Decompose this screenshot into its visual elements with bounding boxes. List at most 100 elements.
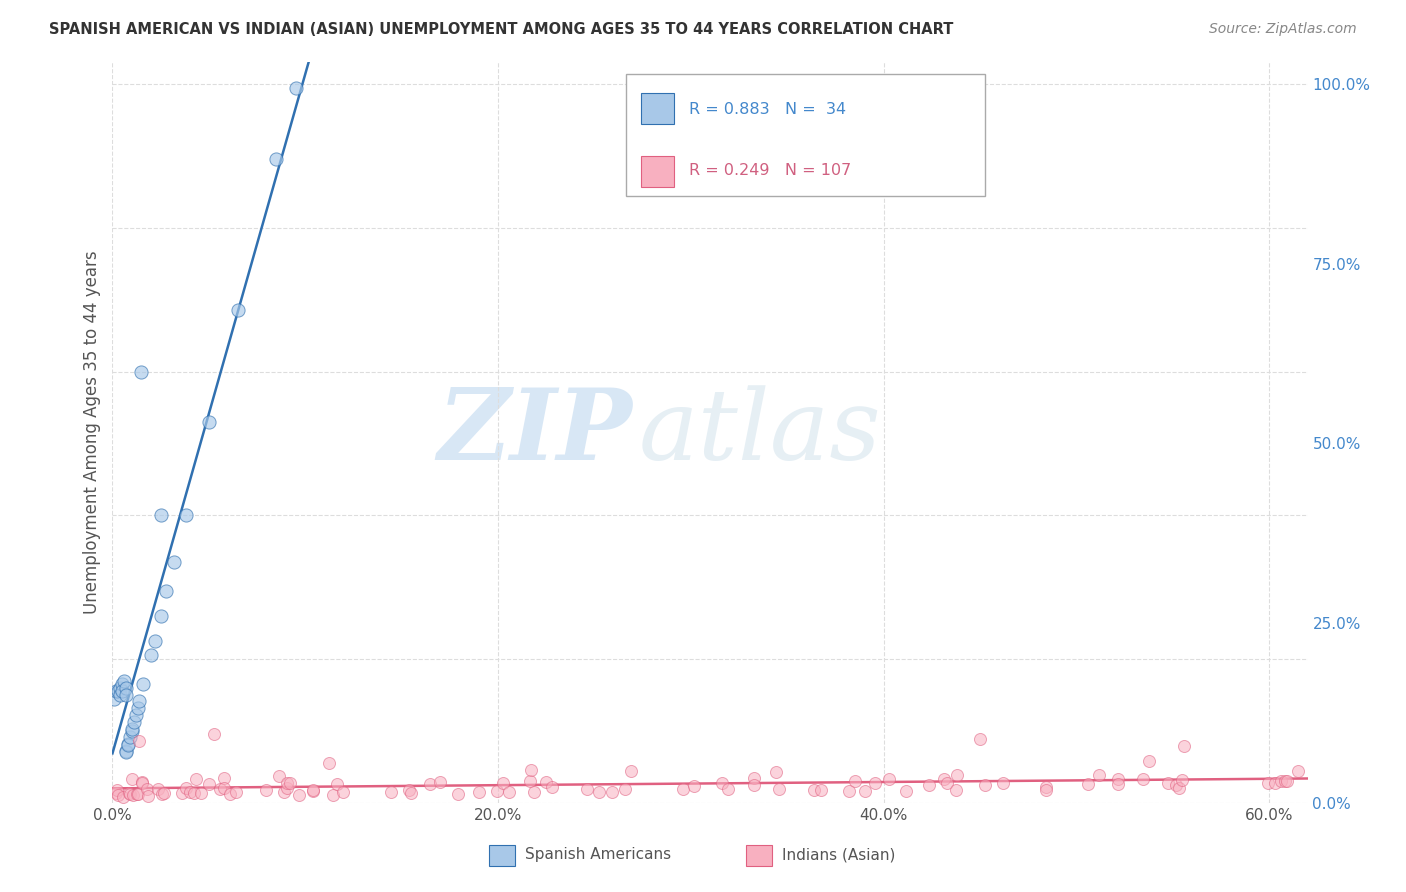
Point bbox=[108, 688, 131, 702]
Point bbox=[744, 778, 766, 792]
Point bbox=[945, 783, 967, 797]
Text: atlas: atlas bbox=[638, 385, 882, 480]
Point bbox=[1257, 776, 1279, 790]
Point bbox=[1035, 782, 1057, 797]
Point bbox=[1088, 768, 1111, 782]
Point bbox=[429, 774, 451, 789]
Point bbox=[204, 727, 226, 741]
Point bbox=[993, 776, 1015, 790]
Point bbox=[1077, 777, 1099, 791]
Point bbox=[146, 782, 169, 797]
Point bbox=[492, 776, 515, 790]
Point bbox=[742, 772, 765, 786]
Point bbox=[226, 303, 249, 318]
Point bbox=[844, 773, 866, 788]
Point bbox=[1107, 777, 1129, 791]
Point bbox=[523, 785, 546, 799]
Point bbox=[519, 764, 541, 778]
Point bbox=[936, 776, 959, 790]
Point bbox=[208, 782, 231, 797]
Text: Indians (Asian): Indians (Asian) bbox=[782, 847, 896, 863]
Point bbox=[103, 691, 125, 706]
Point bbox=[138, 789, 160, 803]
Point bbox=[112, 673, 135, 688]
Point bbox=[318, 756, 340, 770]
Point bbox=[117, 739, 139, 753]
Point bbox=[973, 778, 995, 792]
Point bbox=[877, 772, 900, 786]
Point bbox=[118, 787, 141, 801]
Point bbox=[124, 708, 146, 723]
Point bbox=[131, 365, 153, 379]
Point bbox=[150, 787, 173, 801]
Bar bbox=[641, 93, 675, 124]
Point bbox=[322, 788, 344, 802]
Point bbox=[225, 785, 247, 799]
Point bbox=[1173, 739, 1195, 753]
Text: R = 0.883   N =  34: R = 0.883 N = 34 bbox=[689, 102, 845, 117]
Bar bbox=[641, 156, 675, 186]
Point bbox=[1275, 774, 1298, 789]
Text: Source: ZipAtlas.com: Source: ZipAtlas.com bbox=[1209, 22, 1357, 37]
Point bbox=[498, 785, 520, 799]
Point bbox=[419, 777, 441, 791]
Point bbox=[588, 785, 610, 799]
Point bbox=[1137, 754, 1160, 768]
Bar bbox=[747, 845, 772, 866]
Point bbox=[1035, 780, 1057, 794]
Point bbox=[918, 778, 941, 792]
Point bbox=[105, 787, 128, 801]
Point bbox=[619, 764, 641, 778]
Point bbox=[111, 684, 134, 698]
Point bbox=[183, 786, 205, 800]
Point bbox=[519, 774, 541, 789]
Point bbox=[485, 783, 508, 797]
Point bbox=[1286, 764, 1309, 778]
Point bbox=[115, 744, 138, 758]
Point bbox=[190, 786, 212, 800]
Point bbox=[125, 788, 148, 802]
Point bbox=[163, 555, 186, 569]
Point bbox=[107, 788, 129, 802]
Point bbox=[447, 787, 470, 801]
Point bbox=[398, 783, 420, 797]
Bar bbox=[489, 845, 515, 866]
Point bbox=[128, 694, 150, 708]
Point bbox=[266, 153, 288, 167]
Point bbox=[111, 677, 134, 691]
Point bbox=[1107, 772, 1129, 786]
Point bbox=[946, 768, 969, 782]
Point bbox=[152, 786, 174, 800]
Text: ZIP: ZIP bbox=[437, 384, 633, 481]
Point bbox=[117, 786, 139, 800]
Point bbox=[301, 783, 323, 797]
Point bbox=[534, 775, 557, 789]
Point bbox=[105, 684, 128, 698]
Point bbox=[765, 764, 787, 779]
FancyBboxPatch shape bbox=[627, 73, 986, 195]
Point bbox=[112, 789, 135, 804]
Point bbox=[276, 776, 298, 790]
Point bbox=[717, 782, 740, 797]
Point bbox=[149, 608, 172, 623]
Point bbox=[468, 785, 491, 799]
Point bbox=[1168, 781, 1191, 796]
Point bbox=[932, 772, 955, 786]
Point bbox=[197, 777, 219, 791]
Point bbox=[613, 782, 636, 797]
Point bbox=[575, 781, 598, 796]
Point bbox=[326, 777, 349, 791]
Point bbox=[107, 684, 129, 698]
Point bbox=[127, 787, 149, 801]
Point bbox=[332, 785, 354, 799]
Point bbox=[803, 783, 825, 797]
Point bbox=[710, 776, 733, 790]
Point bbox=[863, 775, 886, 789]
Point bbox=[108, 681, 131, 695]
Point bbox=[131, 775, 153, 789]
Point bbox=[128, 734, 150, 748]
Point bbox=[969, 732, 991, 747]
Point bbox=[287, 789, 309, 803]
Point bbox=[122, 715, 145, 730]
Point bbox=[810, 783, 832, 797]
